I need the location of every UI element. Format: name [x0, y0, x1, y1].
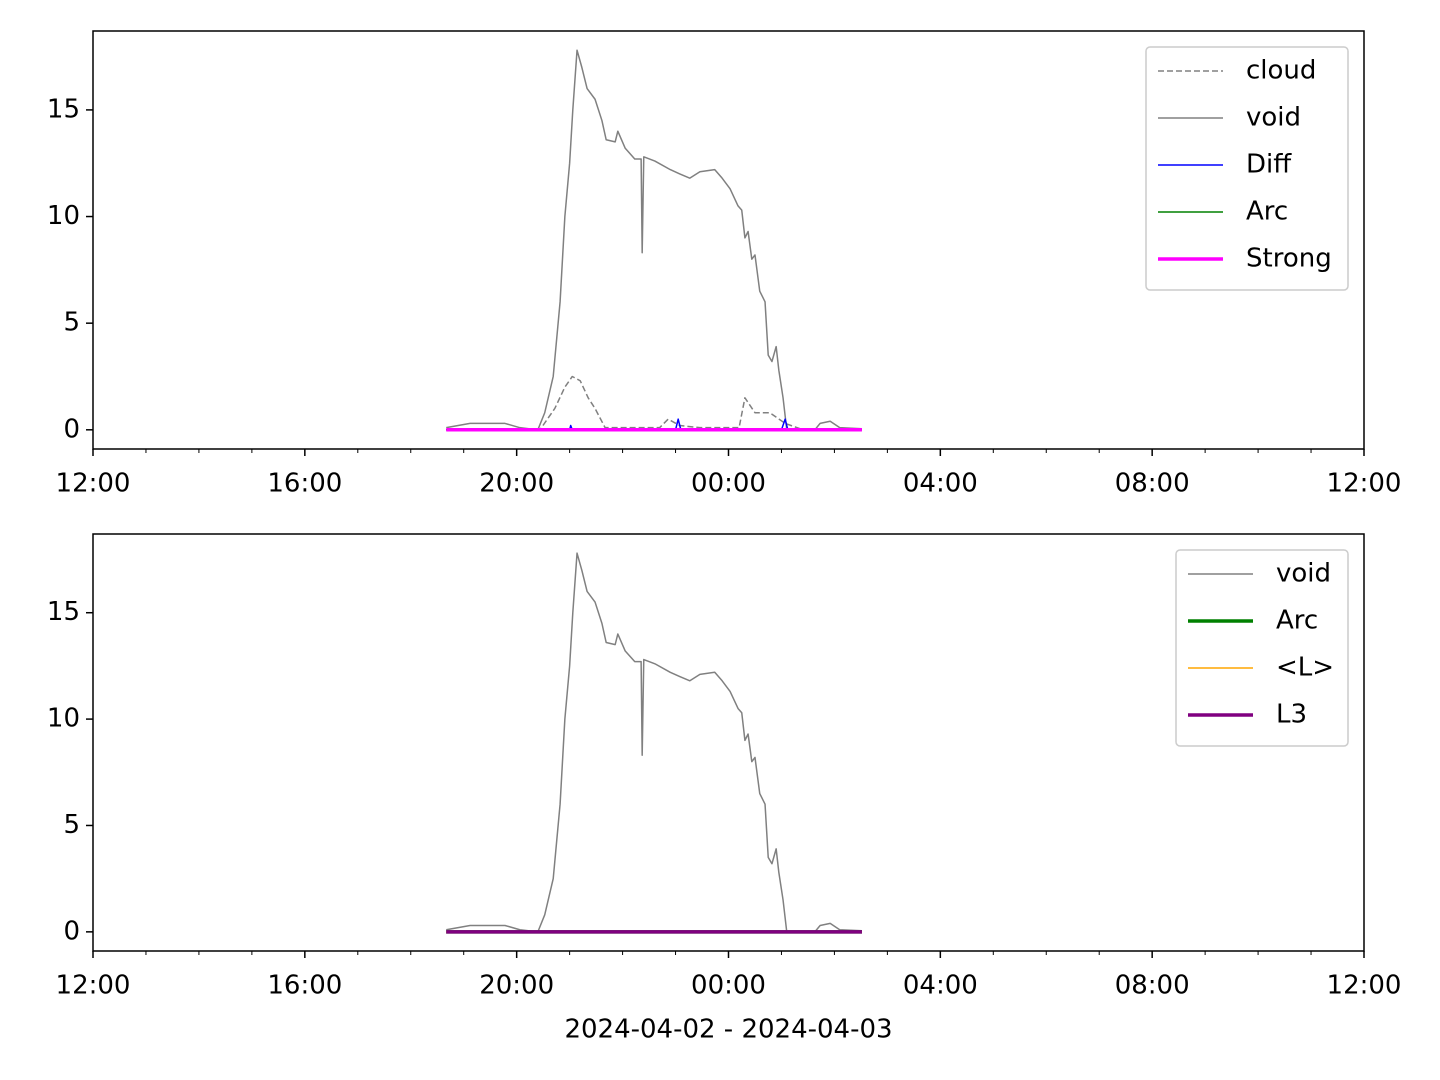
legend-label: Arc	[1246, 197, 1288, 227]
legend-label: Arc	[1276, 606, 1318, 636]
x-tick-label: 08:00	[1115, 469, 1190, 499]
x-tick-label: 20:00	[479, 469, 554, 499]
legend-label: Diff	[1246, 150, 1292, 180]
y-tick-label: 15	[47, 597, 80, 627]
data-line	[446, 49, 862, 431]
x-tick-label: 08:00	[1115, 971, 1190, 1001]
x-tick-label: 12:00	[56, 971, 131, 1001]
y-tick-label: 10	[47, 704, 80, 734]
legend-label: L3	[1276, 700, 1307, 730]
x-tick-label: 12:00	[1327, 971, 1402, 1001]
y-tick-label: 0	[63, 414, 80, 444]
x-axis-label: 2024-04-02 - 2024-04-03	[564, 1015, 892, 1045]
data-line	[446, 418, 862, 431]
y-tick-label: 5	[63, 308, 80, 338]
x-tick-label: 16:00	[267, 469, 342, 499]
legend-label: <L>	[1276, 653, 1334, 683]
x-tick-label: 00:00	[691, 469, 766, 499]
y-tick-label: 15	[47, 94, 80, 124]
y-tick-label: 10	[47, 201, 80, 231]
data-line	[446, 375, 862, 431]
legend-label: void	[1246, 103, 1301, 133]
legend-label: cloud	[1246, 56, 1316, 86]
x-tick-label: 04:00	[903, 971, 978, 1001]
legend-label: Strong	[1246, 244, 1332, 274]
y-tick-label: 0	[63, 916, 80, 946]
legend-box	[1145, 46, 1349, 291]
legend-label: void	[1276, 559, 1331, 589]
x-tick-label: 20:00	[479, 971, 554, 1001]
data-line	[446, 552, 862, 933]
x-tick-label: 16:00	[267, 971, 342, 1001]
x-tick-label: 04:00	[903, 469, 978, 499]
axes-frame	[92, 533, 1365, 952]
x-tick-label: 12:00	[1327, 469, 1402, 499]
y-tick-label: 5	[63, 810, 80, 840]
x-tick-label: 12:00	[56, 469, 131, 499]
x-tick-label: 00:00	[691, 971, 766, 1001]
legend-box	[1175, 549, 1349, 747]
